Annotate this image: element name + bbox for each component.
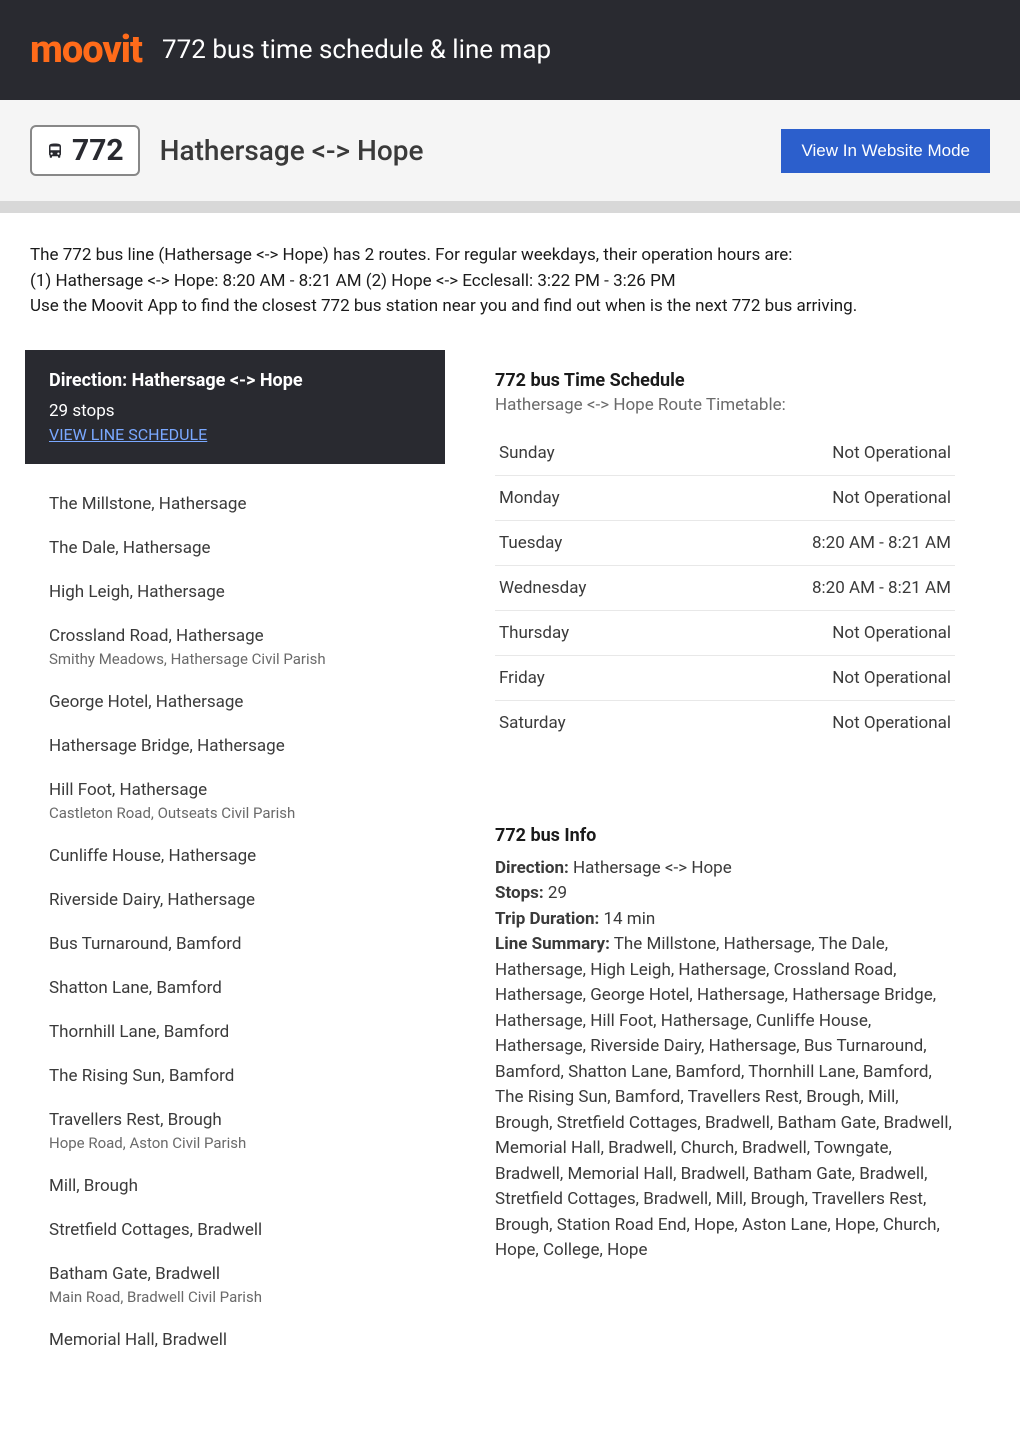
stops-count: 29 stops bbox=[49, 401, 421, 421]
stop-item[interactable]: Hathersage Bridge, Hathersage bbox=[49, 736, 421, 756]
stop-name: Batham Gate, Bradwell bbox=[49, 1264, 421, 1284]
stop-name: Mill, Brough bbox=[49, 1176, 421, 1196]
schedule-row: SaturdayNot Operational bbox=[495, 700, 955, 745]
stop-item[interactable]: Cunliffe House, Hathersage bbox=[49, 846, 421, 866]
page-title: 772 bus time schedule & line map bbox=[162, 35, 551, 65]
direction-header: Direction: Hathersage <-> Hope 29 stops … bbox=[25, 350, 445, 464]
stop-item[interactable]: Bus Turnaround, Bamford bbox=[49, 934, 421, 954]
schedule-time: Not Operational bbox=[676, 700, 955, 745]
stop-item[interactable]: The Millstone, Hathersage bbox=[49, 494, 421, 514]
schedule-time: Not Operational bbox=[676, 655, 955, 700]
schedule-row: ThursdayNot Operational bbox=[495, 610, 955, 655]
stop-detail: Main Road, Bradwell Civil Parish bbox=[49, 1288, 421, 1306]
schedule-time: Not Operational bbox=[676, 610, 955, 655]
schedule-row: SundayNot Operational bbox=[495, 431, 955, 476]
schedule-time: 8:20 AM - 8:21 AM bbox=[676, 565, 955, 610]
stop-item[interactable]: Memorial Hall, Bradwell bbox=[49, 1330, 421, 1350]
schedule-day: Thursday bbox=[495, 610, 676, 655]
right-column: 772 bus Time Schedule Hathersage <-> Hop… bbox=[495, 350, 955, 1374]
stop-item[interactable]: Stretfield Cottages, Bradwell bbox=[49, 1220, 421, 1240]
bus-icon bbox=[46, 142, 64, 160]
schedule-time: Not Operational bbox=[676, 475, 955, 520]
route-bar: 772 Hathersage <-> Hope View In Website … bbox=[0, 100, 1020, 213]
stop-item[interactable]: Travellers Rest, Brough Hope Road, Aston … bbox=[49, 1110, 421, 1152]
schedule-row: Wednesday8:20 AM - 8:21 AM bbox=[495, 565, 955, 610]
info-box: 772 bus Info Direction: Hathersage <-> H… bbox=[495, 825, 955, 1264]
info-duration: Trip Duration: 14 min bbox=[495, 907, 955, 933]
schedule-day: Monday bbox=[495, 475, 676, 520]
info-stops: Stops: 29 bbox=[495, 881, 955, 907]
stop-name: Riverside Dairy, Hathersage bbox=[49, 890, 421, 910]
info-summary: Line Summary: The Millstone, Hathersage,… bbox=[495, 932, 955, 1264]
stop-item[interactable]: Riverside Dairy, Hathersage bbox=[49, 890, 421, 910]
stop-name: Crossland Road, Hathersage bbox=[49, 626, 421, 646]
schedule-table: SundayNot OperationalMondayNot Operation… bbox=[495, 431, 955, 745]
stop-name: The Dale, Hathersage bbox=[49, 538, 421, 558]
stop-detail: Smithy Meadows, Hathersage Civil Parish bbox=[49, 650, 421, 668]
schedule-row: Tuesday8:20 AM - 8:21 AM bbox=[495, 520, 955, 565]
stop-name: Bus Turnaround, Bamford bbox=[49, 934, 421, 954]
stop-item[interactable]: Hill Foot, Hathersage Castleton Road, Out… bbox=[49, 780, 421, 822]
stop-name: Cunliffe House, Hathersage bbox=[49, 846, 421, 866]
intro-line: Use the Moovit App to find the closest 7… bbox=[30, 294, 990, 320]
schedule-day: Saturday bbox=[495, 700, 676, 745]
schedule-day: Wednesday bbox=[495, 565, 676, 610]
stop-item[interactable]: The Dale, Hathersage bbox=[49, 538, 421, 558]
schedule-time: Not Operational bbox=[676, 431, 955, 476]
stop-name: Memorial Hall, Bradwell bbox=[49, 1330, 421, 1350]
stop-name: The Rising Sun, Bamford bbox=[49, 1066, 421, 1086]
stop-name: The Millstone, Hathersage bbox=[49, 494, 421, 514]
intro-line: The 772 bus line (Hathersage <-> Hope) h… bbox=[30, 243, 990, 269]
stop-name: Thornhill Lane, Bamford bbox=[49, 1022, 421, 1042]
left-column: Direction: Hathersage <-> Hope 29 stops … bbox=[25, 350, 445, 1374]
stop-detail: Hope Road, Aston Civil Parish bbox=[49, 1134, 421, 1152]
info-direction: Direction: Hathersage <-> Hope bbox=[495, 856, 955, 882]
schedule-day: Sunday bbox=[495, 431, 676, 476]
info-title: 772 bus Info bbox=[495, 825, 955, 846]
stop-item[interactable]: George Hotel, Hathersage bbox=[49, 692, 421, 712]
stop-name: Shatton Lane, Bamford bbox=[49, 978, 421, 998]
stop-item[interactable]: Shatton Lane, Bamford bbox=[49, 978, 421, 998]
stop-name: Hill Foot, Hathersage bbox=[49, 780, 421, 800]
stop-item[interactable]: Crossland Road, Hathersage Smithy Meadows… bbox=[49, 626, 421, 668]
stop-item[interactable]: Mill, Brough bbox=[49, 1176, 421, 1196]
stops-list: The Millstone, Hathersage The Dale, Hathe… bbox=[25, 464, 445, 1350]
stop-item[interactable]: Batham Gate, Bradwell Main Road, Bradwell… bbox=[49, 1264, 421, 1306]
stop-item[interactable]: High Leigh, Hathersage bbox=[49, 582, 421, 602]
schedule-day: Friday bbox=[495, 655, 676, 700]
intro-line: (1) Hathersage <-> Hope: 8:20 AM - 8:21 … bbox=[30, 269, 990, 295]
direction-title: Direction: Hathersage <-> Hope bbox=[49, 370, 421, 391]
route-name: Hathersage <-> Hope bbox=[160, 134, 762, 167]
main-content: Direction: Hathersage <-> Hope 29 stops … bbox=[0, 350, 1020, 1374]
intro-text: The 772 bus line (Hathersage <-> Hope) h… bbox=[0, 213, 1020, 350]
stop-item[interactable]: The Rising Sun, Bamford bbox=[49, 1066, 421, 1086]
stop-name: George Hotel, Hathersage bbox=[49, 692, 421, 712]
stop-item[interactable]: Thornhill Lane, Bamford bbox=[49, 1022, 421, 1042]
route-badge: 772 bbox=[30, 125, 140, 176]
top-header: moovit 772 bus time schedule & line map bbox=[0, 0, 1020, 100]
schedule-subtitle: Hathersage <-> Hope Route Timetable: bbox=[495, 395, 955, 415]
schedule-title: 772 bus Time Schedule bbox=[495, 370, 955, 391]
stop-name: Travellers Rest, Brough bbox=[49, 1110, 421, 1130]
schedule-row: MondayNot Operational bbox=[495, 475, 955, 520]
route-number: 772 bbox=[72, 133, 124, 168]
schedule-row: FridayNot Operational bbox=[495, 655, 955, 700]
view-schedule-link[interactable]: VIEW LINE SCHEDULE bbox=[49, 425, 207, 444]
schedule-day: Tuesday bbox=[495, 520, 676, 565]
moovit-logo[interactable]: moovit bbox=[30, 28, 142, 72]
stop-detail: Castleton Road, Outseats Civil Parish bbox=[49, 804, 421, 822]
stop-name: Hathersage Bridge, Hathersage bbox=[49, 736, 421, 756]
schedule-time: 8:20 AM - 8:21 AM bbox=[676, 520, 955, 565]
stop-name: High Leigh, Hathersage bbox=[49, 582, 421, 602]
stop-name: Stretfield Cottages, Bradwell bbox=[49, 1220, 421, 1240]
schedule-box: 772 bus Time Schedule Hathersage <-> Hop… bbox=[495, 350, 955, 765]
website-mode-button[interactable]: View In Website Mode bbox=[781, 129, 990, 173]
